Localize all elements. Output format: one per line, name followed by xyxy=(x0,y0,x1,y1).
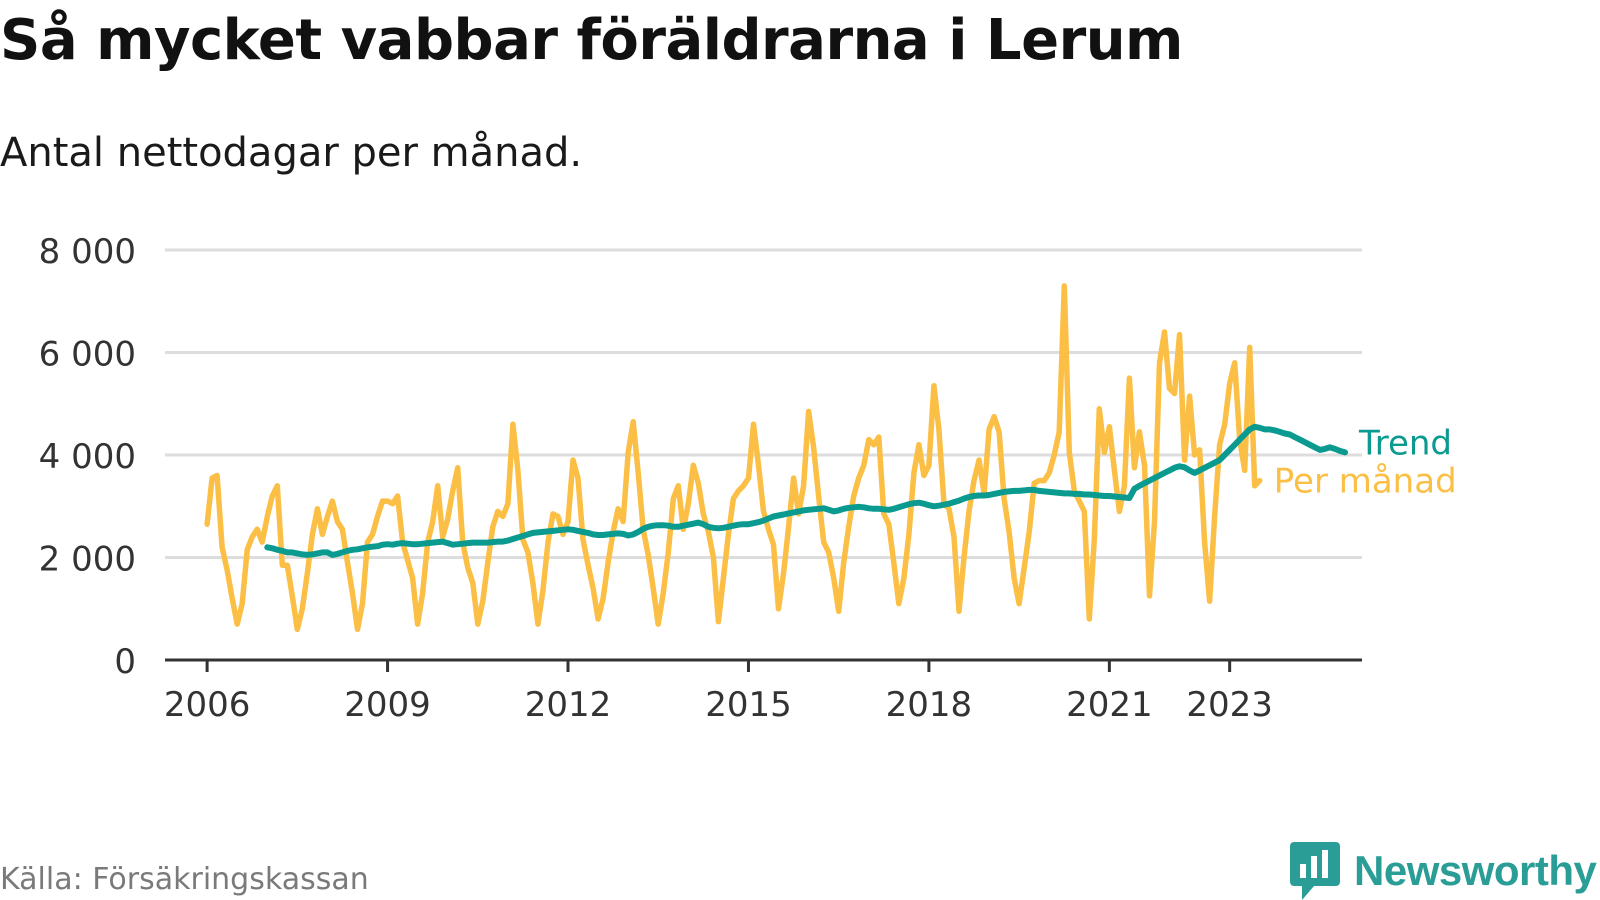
y-tick-label: 6 000 xyxy=(39,335,136,375)
series-line-per-manad xyxy=(204,283,1263,633)
y-tick-label: 0 xyxy=(114,642,136,682)
brand-name: Newsworthy xyxy=(1354,847,1597,894)
x-tick-label: 2015 xyxy=(705,685,792,725)
x-tick-label: 2012 xyxy=(525,685,612,725)
x-axis: 2006 2009 2012 2015 2018 2021 2023 xyxy=(164,658,1362,725)
source-note: Källa: Försäkringskassan xyxy=(0,862,369,897)
x-tick-label: 2009 xyxy=(344,685,431,725)
y-tick-label: 8 000 xyxy=(39,232,136,272)
series xyxy=(204,283,1348,633)
series-label-trend: Trend xyxy=(1358,423,1452,463)
series-label-per-manad: Per månad xyxy=(1274,462,1457,502)
x-tick-label: 2021 xyxy=(1066,685,1153,725)
brand-logo: Newsworthy xyxy=(1290,842,1597,900)
y-axis-ticks: 0 2 000 4 000 6 000 8 000 xyxy=(39,232,136,682)
x-tick-label: 2018 xyxy=(886,685,973,725)
newsworthy-logo-icon xyxy=(1290,842,1340,900)
chart-subtitle: Antal nettodagar per månad. xyxy=(0,130,583,176)
chart-title: Så mycket vabbar föräldrarna i Lerum xyxy=(0,8,1183,73)
y-tick-label: 4 000 xyxy=(39,437,136,477)
x-tick-label: 2006 xyxy=(164,685,251,725)
x-tick-label: 2023 xyxy=(1186,685,1273,725)
series-line-trend xyxy=(264,423,1348,558)
y-tick-label: 2 000 xyxy=(39,540,136,580)
